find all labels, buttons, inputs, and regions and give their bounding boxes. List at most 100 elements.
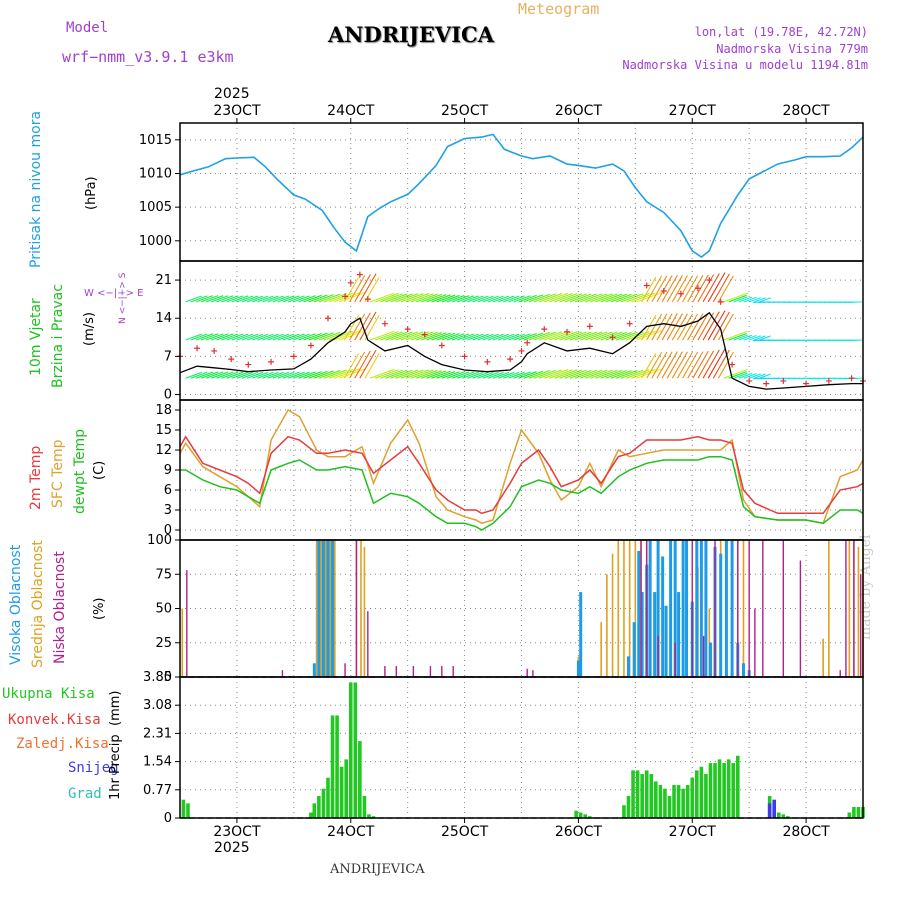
wind-vector <box>236 371 254 379</box>
wind-vector <box>733 334 748 341</box>
wind-speed-line <box>179 311 863 390</box>
wind-vector <box>508 333 525 341</box>
wind-vector <box>574 293 597 303</box>
wind-vector <box>303 371 322 379</box>
high-cloud-bar <box>656 540 660 677</box>
high-cloud-bar <box>648 540 652 677</box>
wind-vector <box>462 295 479 303</box>
low-cloud-bar <box>412 666 415 677</box>
total-precip-bar <box>726 759 731 818</box>
total-precip-bar <box>635 770 640 818</box>
mid-cloud-bar <box>606 574 608 677</box>
wind-vector <box>231 295 249 303</box>
y-tick-label: 0 <box>164 523 172 538</box>
wind-vector <box>477 371 494 379</box>
high-cloud-bar <box>326 540 330 677</box>
wind-vector <box>380 293 403 303</box>
gust-marker <box>245 361 252 368</box>
wind-vector <box>590 293 613 303</box>
y-tick-label: 1015 <box>139 133 172 148</box>
gust-marker <box>228 356 235 363</box>
y-tick-label: 0 <box>164 670 172 685</box>
wind-vector <box>743 373 757 379</box>
wind-vector <box>661 313 678 341</box>
total-precip-bar <box>583 814 588 818</box>
mid-cloud-bar <box>857 546 860 677</box>
low-cloud-bar <box>799 560 802 677</box>
wind-vector <box>646 275 663 303</box>
wind-vector <box>595 293 618 303</box>
mid-cloud-bar <box>628 540 631 677</box>
wind-vector <box>405 293 429 303</box>
wind-vector <box>707 272 726 303</box>
wind-vector <box>185 333 202 341</box>
wind-vector <box>666 313 683 341</box>
total-precip-bar <box>309 812 313 818</box>
total-precip-bar <box>321 788 326 818</box>
wind-vector <box>293 371 310 379</box>
high-cloud-bar <box>640 592 644 677</box>
dewpt-temp-line <box>180 455 864 531</box>
total-precip-bar <box>717 759 722 818</box>
location-coords: lon,lat (19.78E, 42.72N) <box>694 25 868 39</box>
snow-bar <box>767 803 772 818</box>
wind-vector <box>656 351 673 379</box>
wind-vector <box>503 371 520 379</box>
total-precip-bar <box>348 682 353 818</box>
total-precip-bar <box>735 755 740 818</box>
total-precip-bar <box>362 796 367 818</box>
wind-vector <box>467 371 484 379</box>
wind-vector <box>549 331 573 341</box>
wind-vector <box>257 333 274 341</box>
mid-cloud-bar <box>828 540 830 677</box>
wind-vector <box>216 371 234 379</box>
y-tick-label: 0 <box>164 811 172 826</box>
legend-convective-rain: Konvek.Kisa <box>8 712 101 728</box>
total-precip-bar <box>644 770 649 818</box>
wind-vector <box>692 350 709 379</box>
wind-vector <box>538 293 563 303</box>
wind-vector <box>467 333 484 341</box>
wind-vector <box>400 369 424 379</box>
wind-vector <box>441 333 460 341</box>
mid-cloud-bar <box>181 608 184 677</box>
wind-vector <box>221 371 239 379</box>
high-cloud-bar <box>661 556 665 677</box>
wind-vector <box>569 369 592 379</box>
wind-vector <box>390 331 413 341</box>
wind-vector <box>318 369 341 379</box>
wind-vector <box>671 275 688 303</box>
total-precip-bar <box>181 799 186 818</box>
wind-vector <box>615 331 638 341</box>
wind-vector <box>205 371 224 379</box>
total-precip-bar <box>578 812 583 818</box>
total-precip-bar <box>676 785 681 818</box>
high-cloud-bar <box>677 592 681 677</box>
wind-vector <box>308 370 328 379</box>
wind-vector <box>400 331 424 341</box>
low-cloud-bar <box>186 570 188 677</box>
total-precip-bar <box>786 816 790 818</box>
total-precip-bar <box>640 774 644 818</box>
high-cloud-bar <box>579 592 583 677</box>
y-tick-label: 3.85 <box>143 670 172 685</box>
wind-vector <box>574 331 597 341</box>
temp-2m-line <box>179 435 864 515</box>
wind-vector <box>226 371 244 379</box>
wind-vector <box>421 332 443 341</box>
low-cloud-bar <box>674 642 676 677</box>
wind-vector <box>364 353 380 379</box>
gust-marker <box>268 358 275 365</box>
wind-vector <box>446 333 465 341</box>
gust-marker <box>347 279 354 286</box>
wind-vector <box>497 295 515 303</box>
gust-marker <box>356 271 363 278</box>
wind-vector <box>610 331 632 341</box>
high-cloud-bar <box>669 540 673 677</box>
panel-frame <box>179 676 864 819</box>
wind-vector <box>446 371 465 379</box>
wind-vector <box>590 331 613 341</box>
wind-vector <box>216 333 234 341</box>
wind-vector <box>221 333 239 341</box>
wind-vector <box>646 313 663 341</box>
